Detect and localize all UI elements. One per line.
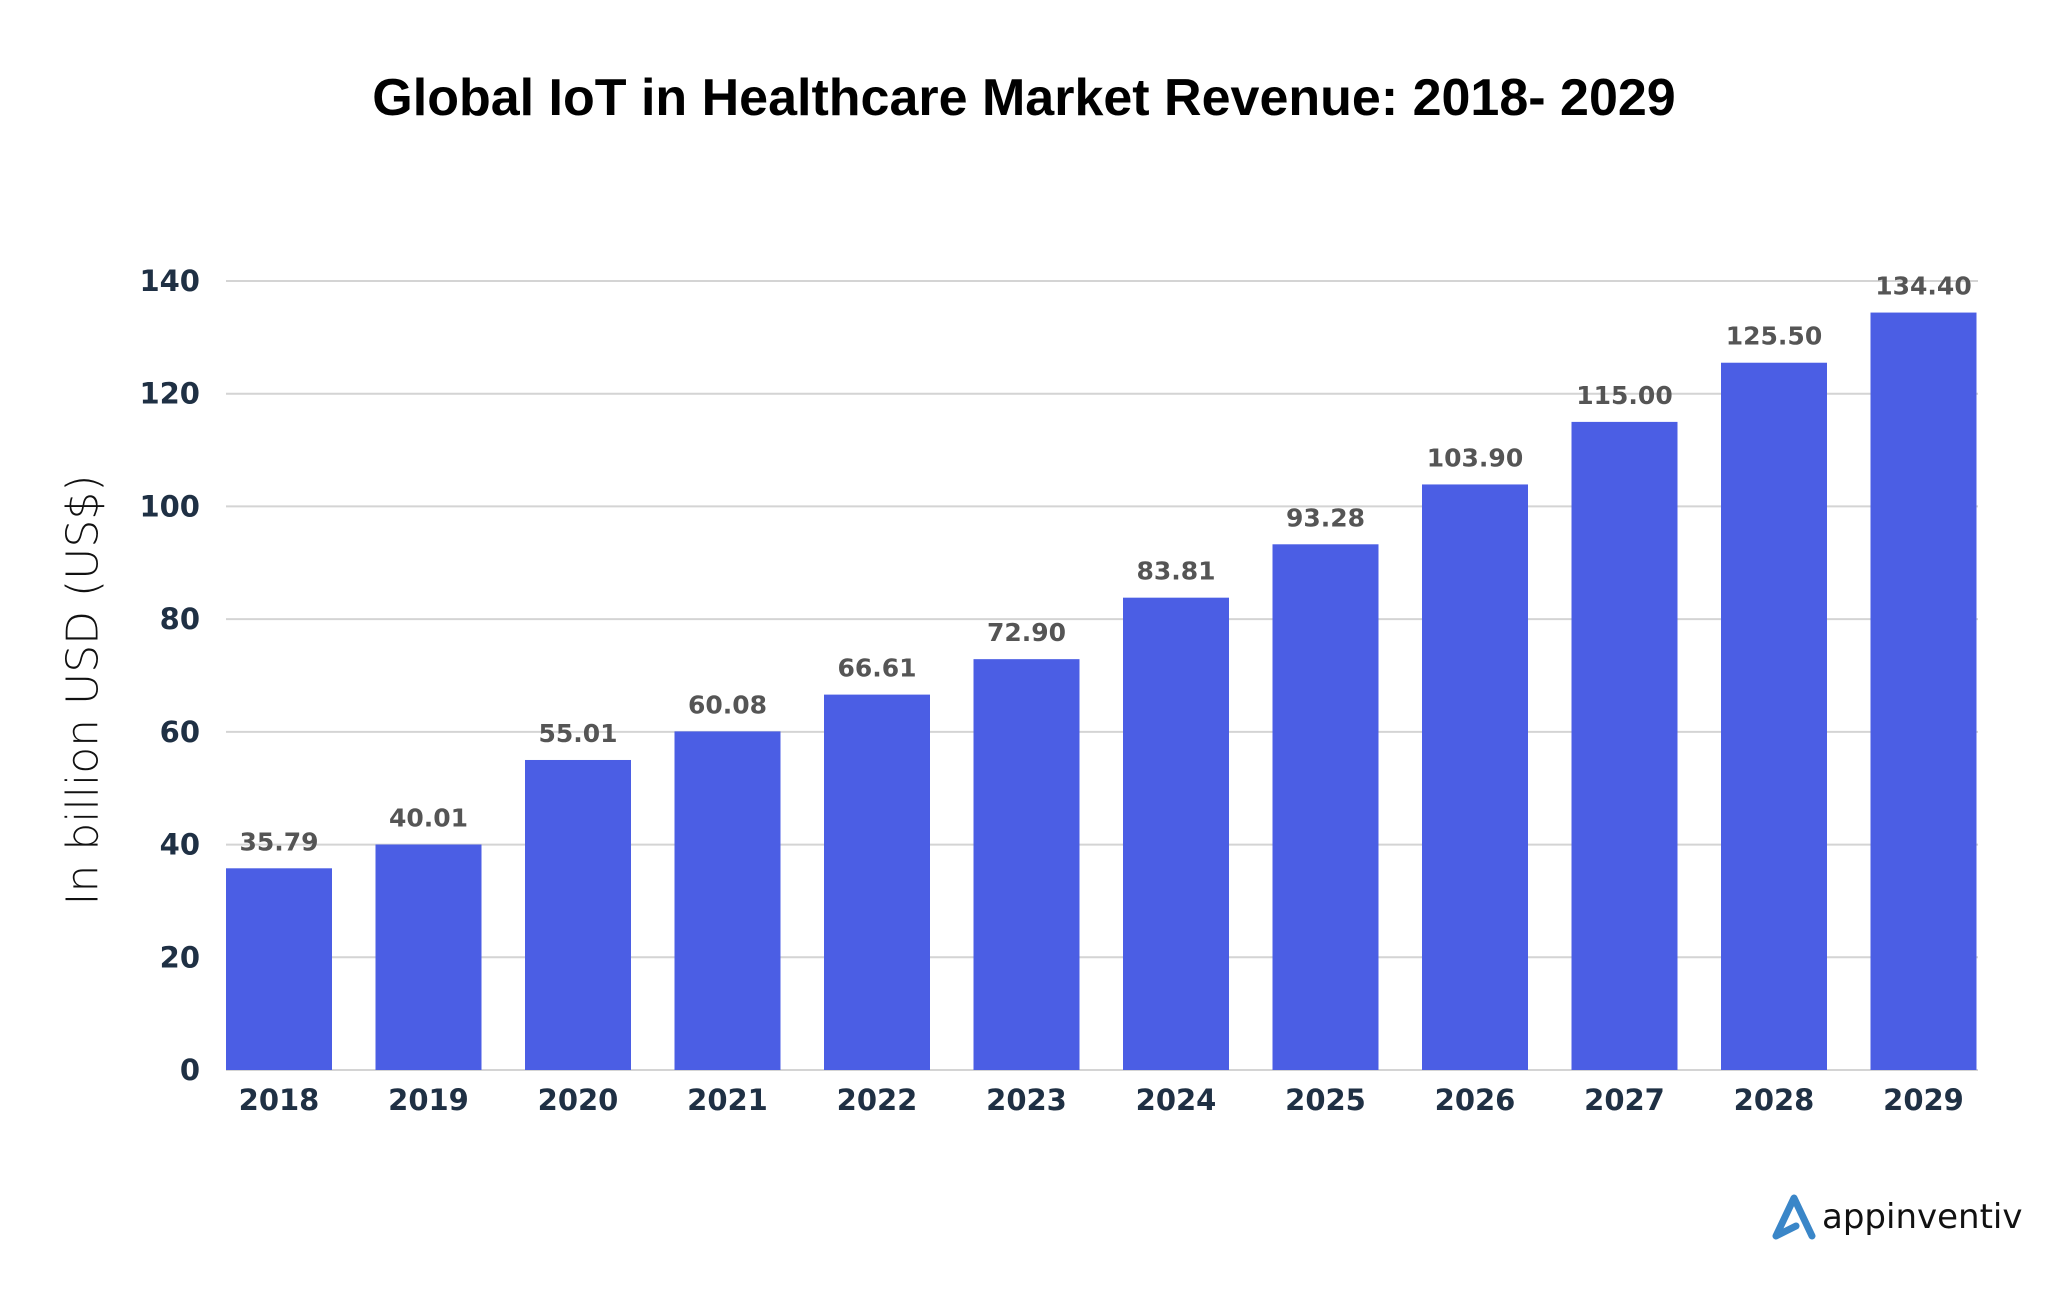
- x-tick-label: 2025: [1285, 1083, 1366, 1117]
- bar-2020: [525, 759, 631, 1070]
- data-label: 125.50: [1726, 322, 1822, 351]
- bar-2021: [674, 731, 781, 1070]
- y-tick-label: 40: [160, 828, 200, 862]
- bar-2019: [375, 844, 482, 1070]
- bar-2028: [1721, 362, 1827, 1070]
- data-label: 103.90: [1427, 443, 1523, 472]
- x-tick-label: 2028: [1734, 1083, 1815, 1117]
- appinventiv-logo-icon: [1772, 1194, 1816, 1240]
- x-tick-label: 2029: [1883, 1083, 1964, 1117]
- x-tick-label: 2024: [1136, 1083, 1217, 1117]
- x-tick-label: 2018: [239, 1083, 320, 1117]
- x-tick-label: 2026: [1435, 1083, 1516, 1117]
- bar-2026: [1422, 484, 1528, 1070]
- data-label: 35.79: [239, 827, 318, 856]
- bar-2023: [973, 659, 1080, 1070]
- data-label: 40.01: [389, 804, 468, 833]
- y-tick-label: 20: [160, 940, 200, 974]
- x-tick-label: 2023: [986, 1083, 1067, 1117]
- x-tick-label: 2027: [1584, 1083, 1665, 1117]
- y-tick-label: 0: [180, 1053, 200, 1087]
- logo-text: appinventiv: [1822, 1197, 2023, 1237]
- x-tick-label: 2022: [837, 1083, 918, 1117]
- bar-2029: [1870, 312, 1977, 1070]
- y-tick-label: 80: [160, 602, 200, 636]
- y-tick-label: 100: [139, 489, 200, 523]
- bar-2025: [1272, 544, 1379, 1070]
- y-tick-label: 60: [160, 715, 200, 749]
- bar-2024: [1123, 597, 1229, 1070]
- data-label: 55.01: [538, 719, 617, 748]
- y-tick-label: 120: [139, 377, 200, 411]
- x-tick-label: 2020: [538, 1083, 619, 1117]
- x-tick-label: 2021: [687, 1083, 768, 1117]
- data-label: 134.40: [1875, 272, 1971, 301]
- x-tick-label: 2019: [388, 1083, 469, 1117]
- data-label: 60.08: [688, 690, 767, 719]
- bar-2027: [1571, 421, 1678, 1071]
- bar-2018: [226, 868, 332, 1070]
- chart-title: Global IoT in Healthcare Market Revenue:…: [372, 69, 1676, 127]
- data-label: 93.28: [1286, 503, 1365, 532]
- brand-logo: appinventiv: [1770, 1192, 2022, 1242]
- bar-2022: [824, 694, 930, 1070]
- data-label: 83.81: [1136, 557, 1215, 586]
- y-tick-label: 140: [139, 264, 200, 298]
- data-label: 72.90: [987, 618, 1066, 647]
- data-label: 115.00: [1576, 381, 1672, 410]
- data-label: 66.61: [837, 654, 916, 683]
